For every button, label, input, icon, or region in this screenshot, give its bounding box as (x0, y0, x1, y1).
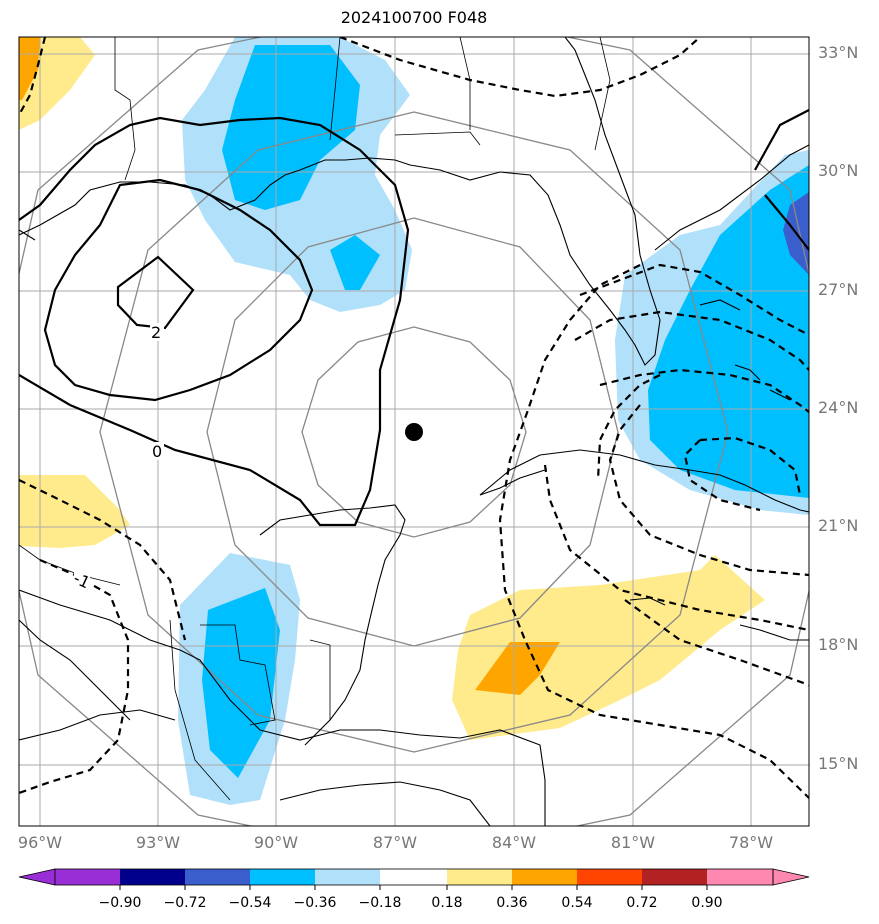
colorbar-bin (642, 869, 707, 885)
contour-label: 0 (152, 442, 162, 461)
positive-anomaly-region (452, 555, 765, 740)
storm-center-marker (405, 423, 423, 441)
contour-label: -1 (71, 568, 93, 592)
colorbar-tick-label: −0.36 (293, 895, 337, 911)
graticule (19, 37, 809, 826)
contour-dashed (699, 436, 802, 496)
colorbar-tick-label: −0.72 (163, 895, 207, 911)
colorbar-bin (707, 869, 773, 885)
colorbar (18, 868, 810, 890)
contour-zero (19, 116, 410, 527)
contour-label: 2 (151, 323, 161, 342)
colorbar-tick-label: 0.18 (431, 895, 463, 911)
contour-dashed (19, 558, 130, 795)
lon-label: 96°W (17, 833, 63, 852)
lon-label: 93°W (135, 833, 181, 852)
colorbar-bin (447, 869, 512, 885)
colorbar-bin (250, 869, 315, 885)
map-title: 2024100700 F048 (340, 8, 488, 27)
contour-dashed (683, 439, 761, 512)
contour-solid-ne (754, 109, 809, 171)
positive-anomaly-core (19, 37, 40, 100)
contour-solid-ne (764, 194, 809, 251)
colorbar-tick-label: −0.90 (98, 895, 142, 911)
colorbar-min-arrow (18, 868, 56, 886)
map-frame (18, 36, 810, 827)
contour-dashed (19, 37, 47, 116)
contour-dashed (599, 368, 809, 413)
contour-dashed (19, 479, 187, 641)
range-rings (19, 37, 809, 826)
colorbar-tick-label: 0.54 (561, 895, 593, 911)
negative-anomaly-core (330, 235, 380, 290)
coastlines (19, 37, 809, 826)
positive-anomaly-core (475, 642, 560, 695)
lat-label: 33°N (818, 43, 859, 62)
lon-label: 78°W (728, 833, 774, 852)
positive-anomaly-region (19, 475, 130, 548)
negative-anomaly-core (222, 45, 360, 210)
colorbar-bin (55, 869, 120, 885)
contour-dashed (608, 404, 809, 577)
colorbar-bin (577, 869, 642, 885)
colorbar-bin (185, 869, 250, 885)
lat-label: 30°N (818, 161, 859, 180)
colorbar-tick-label: −0.18 (358, 895, 402, 911)
colorbar-bin (120, 869, 185, 885)
contour-two (116, 255, 195, 330)
colorbar-tick-label: −0.54 (228, 895, 272, 911)
anomaly-shading (19, 37, 809, 805)
contour-dashed (339, 37, 701, 98)
lat-label: 24°N (818, 398, 859, 417)
lon-label: 84°W (491, 833, 537, 852)
contour-dashed (596, 374, 661, 481)
lat-label: 21°N (818, 516, 859, 535)
colorbar-max-arrow (772, 868, 810, 886)
lon-label: 81°W (610, 833, 656, 852)
contour-dashed (574, 310, 809, 371)
contour-one (43, 178, 314, 402)
colorbar-bin (315, 869, 380, 885)
colorbar-tick-label: 0.36 (496, 895, 528, 911)
contour-dashed (624, 599, 809, 687)
colorbar-tick-label: 0.90 (691, 895, 723, 911)
negative-anomaly-core (648, 165, 809, 498)
lon-label: 87°W (372, 833, 418, 852)
colorbar-tick-label: 0.72 (626, 895, 658, 911)
contour-dashed (498, 264, 809, 799)
lat-label: 27°N (818, 280, 859, 299)
lat-label: 18°N (818, 635, 859, 654)
contour-dashed (579, 263, 809, 336)
colorbar-bin (512, 869, 577, 885)
lon-label: 90°W (253, 833, 299, 852)
lat-label: 15°N (818, 754, 859, 773)
colorbar-bin (380, 869, 447, 885)
